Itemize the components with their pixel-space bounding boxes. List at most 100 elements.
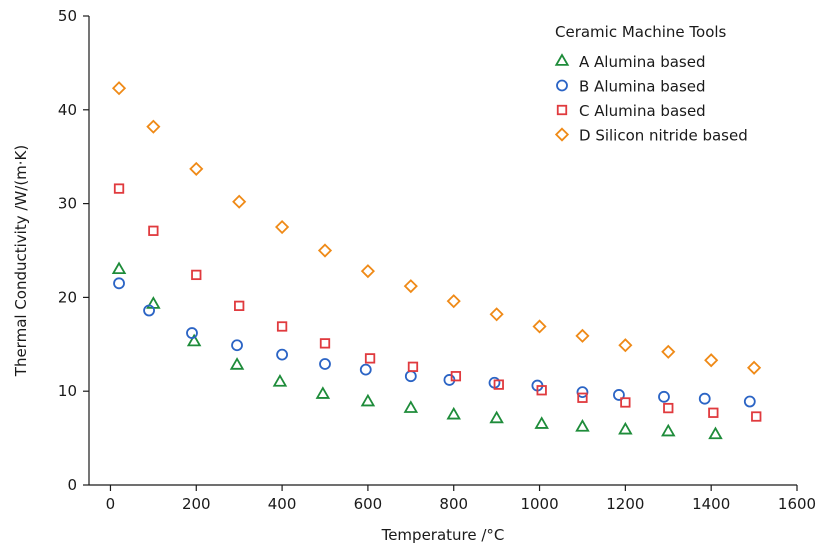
- data-point: [613, 389, 625, 401]
- legend-marker: [556, 104, 568, 116]
- data-point: [276, 348, 288, 361]
- data-point: [234, 300, 245, 311]
- legend-label: B Alumina based: [579, 78, 706, 96]
- data-point: [743, 395, 756, 408]
- data-point: [360, 393, 376, 407]
- x-tick-label: 1600: [778, 495, 816, 513]
- data-point: [658, 390, 670, 403]
- data-point: [577, 392, 588, 403]
- data-point: [319, 358, 331, 370]
- data-point: [272, 374, 288, 387]
- data-point: [532, 319, 547, 334]
- data-point: [364, 353, 376, 364]
- x-tick-label: 1400: [692, 495, 730, 513]
- legend-item: D Silicon nitride based: [554, 127, 748, 145]
- data-point: [747, 360, 762, 375]
- x-axis-title: Temperature /°C: [381, 526, 505, 544]
- data-point: [404, 370, 417, 383]
- legend-title: Ceramic Machine Tools: [555, 23, 727, 41]
- legend-items: A Alumina based B Alumina based C Alumina …: [554, 53, 748, 145]
- data-point: [191, 269, 202, 281]
- data-point: [229, 357, 245, 370]
- x-tick-label: 600: [354, 495, 383, 513]
- legend-label: A Alumina based: [579, 53, 706, 71]
- data-point: [618, 338, 633, 353]
- legend-label: D Silicon nitride based: [579, 127, 748, 145]
- data-point: [359, 363, 372, 376]
- data-point: [698, 392, 711, 405]
- data-point: [276, 321, 288, 332]
- data-point: [360, 264, 375, 279]
- x-tick-label: 0: [106, 495, 116, 513]
- x-tick-label: 800: [439, 495, 468, 513]
- legend: Ceramic Machine Tools A Alumina based B A…: [554, 23, 748, 145]
- legend-label: C Alumina based: [579, 102, 706, 120]
- data-point: [663, 402, 674, 414]
- y-axis-title: Thermal Conductivity /W/(m·K): [12, 145, 30, 377]
- legend-item: A Alumina based: [554, 53, 706, 71]
- series-triangle: [111, 261, 723, 440]
- y-tick-label: 30: [58, 195, 77, 213]
- data-point: [489, 410, 504, 424]
- data-point: [111, 81, 127, 96]
- x-tick-label: 1200: [606, 495, 644, 513]
- data-point: [113, 183, 125, 194]
- data-point: [576, 386, 589, 399]
- series-layer: [111, 81, 762, 440]
- data-point: [534, 416, 549, 429]
- data-point: [111, 261, 127, 275]
- data-point: [489, 307, 504, 322]
- data-point: [708, 407, 719, 418]
- x-ticks: 0 200 400 600 800 1000 1200 1400 1600: [106, 485, 816, 513]
- data-point: [620, 397, 631, 408]
- data-point: [143, 304, 155, 317]
- data-point: [186, 327, 198, 339]
- x-tick-label: 200: [182, 495, 211, 513]
- data-point: [751, 411, 762, 422]
- data-point: [186, 333, 202, 347]
- legend-marker: [556, 79, 568, 92]
- data-point: [319, 338, 331, 349]
- series-diamond: [111, 81, 762, 375]
- data-point: [575, 419, 590, 432]
- y-tick-label: 0: [67, 476, 77, 494]
- series-circle: [113, 277, 756, 408]
- data-point: [231, 339, 243, 352]
- data-point: [403, 279, 418, 294]
- data-point: [315, 386, 331, 399]
- data-point: [148, 225, 159, 236]
- legend-item: C Alumina based: [556, 102, 706, 120]
- data-point: [189, 161, 204, 176]
- x-tick-label: 1000: [520, 495, 558, 513]
- data-point: [661, 423, 676, 437]
- y-tick-label: 50: [58, 7, 77, 25]
- data-point: [232, 194, 247, 209]
- data-point: [275, 219, 290, 235]
- x-tick-label: 400: [268, 495, 297, 513]
- data-point: [407, 361, 419, 372]
- legend-marker: [554, 127, 570, 142]
- data-point: [704, 353, 719, 368]
- data-point: [113, 277, 125, 290]
- data-point: [536, 385, 547, 396]
- y-tick-label: 10: [58, 382, 77, 400]
- data-point: [403, 400, 419, 413]
- data-point: [146, 119, 161, 134]
- data-point: [661, 344, 676, 359]
- legend-item: B Alumina based: [556, 78, 706, 96]
- data-point: [446, 406, 461, 420]
- y-tick-label: 40: [58, 101, 77, 119]
- series-square: [113, 183, 762, 422]
- data-point: [317, 243, 333, 258]
- data-point: [493, 379, 504, 390]
- axes: 0 200 400 600 800 1000 1200 1400 1600 0 10 20 30 40 5…: [58, 7, 816, 513]
- data-point: [618, 421, 633, 435]
- data-point: [446, 294, 461, 309]
- data-point: [708, 426, 723, 440]
- data-point: [450, 371, 462, 382]
- y-tick-label: 20: [58, 288, 77, 306]
- data-point: [575, 328, 590, 343]
- legend-marker: [554, 53, 570, 66]
- y-ticks: 0 10 20 30 40 50: [58, 7, 89, 494]
